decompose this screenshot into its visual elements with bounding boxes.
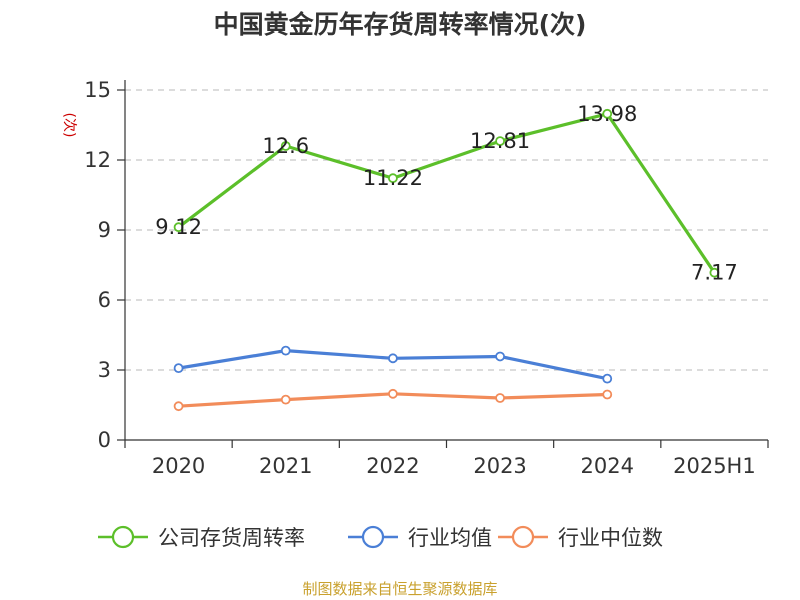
series-lines — [173, 108, 720, 412]
legend-label: 行业均值 — [408, 526, 492, 550]
y-tick-label: 9 — [98, 218, 111, 242]
data-point — [280, 141, 291, 151]
data-point — [280, 394, 291, 405]
x-tick-label: 2025H1 — [673, 454, 756, 478]
x-tick-label: 2022 — [366, 454, 419, 478]
y-axis-unit: (次) — [61, 113, 77, 138]
legend-marker — [361, 525, 385, 549]
series-line — [177, 112, 716, 274]
data-point — [173, 401, 184, 412]
x-tick-label: 2021 — [259, 454, 312, 478]
data-point — [495, 393, 505, 403]
x-tick-label: 2024 — [581, 454, 634, 478]
legend-marker — [111, 525, 135, 549]
data-label: 11.22 — [363, 166, 423, 190]
y-tick-label: 12 — [84, 148, 111, 172]
y-tick-label: 6 — [98, 288, 111, 312]
data-point — [173, 222, 184, 233]
x-tick-label: 2023 — [473, 454, 526, 478]
data-label: 13.98 — [577, 102, 637, 126]
data-label: 12.6 — [262, 134, 309, 158]
data-label: 7.17 — [691, 261, 738, 285]
legend-label: 公司存货周转率 — [158, 526, 305, 550]
data-label: 9.12 — [155, 215, 202, 239]
legend-marker — [511, 525, 535, 549]
data-point — [388, 388, 398, 399]
data-point — [280, 345, 291, 356]
gridlines — [125, 89, 768, 371]
legend: 公司存货周转率 行业均值 行业中位数 — [98, 525, 663, 550]
data-point — [173, 363, 184, 374]
data-point — [602, 373, 613, 384]
legend-label: 行业中位数 — [558, 526, 663, 550]
data-point — [709, 267, 720, 278]
source-note: 制图数据来自恒生聚源数据库 — [302, 580, 497, 598]
axes: 0 3 6 9 12 15 2020 2021 2022 2023 2024 2025H1 — [84, 78, 769, 478]
data-label: 12.81 — [470, 129, 530, 153]
data-labels: 9.12 12.6 11.22 12.81 13.98 7.17 — [155, 102, 738, 285]
data-point — [495, 136, 505, 147]
y-tick-label: 15 — [84, 78, 111, 102]
chart-title: 中国黄金历年存货周转率情况(次) — [214, 10, 587, 39]
x-tick-label: 2020 — [152, 454, 205, 478]
data-point — [602, 389, 613, 400]
data-point — [388, 173, 398, 184]
y-tick-label: 0 — [98, 428, 111, 452]
data-point — [602, 108, 613, 119]
data-point — [388, 353, 398, 364]
y-tick-label: 3 — [98, 358, 111, 382]
data-point — [495, 351, 505, 362]
